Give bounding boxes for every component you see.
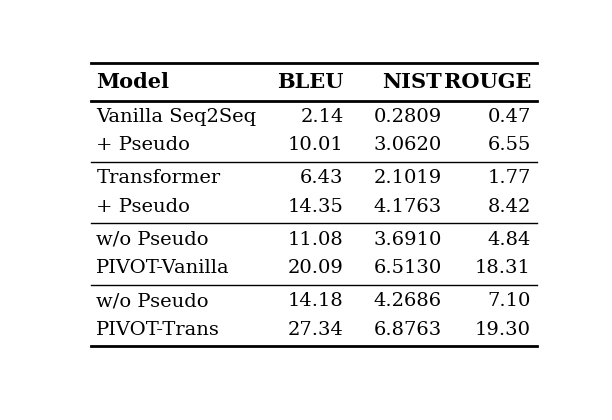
Text: 2.14: 2.14 xyxy=(300,108,343,126)
Text: 27.34: 27.34 xyxy=(288,321,343,339)
Text: 20.09: 20.09 xyxy=(288,260,343,277)
Text: Transformer: Transformer xyxy=(97,169,220,187)
Text: + Pseudo: + Pseudo xyxy=(97,136,190,155)
Text: 14.18: 14.18 xyxy=(288,292,343,310)
Text: 6.5130: 6.5130 xyxy=(373,260,442,277)
Text: 4.1763: 4.1763 xyxy=(373,198,442,216)
Text: 6.8763: 6.8763 xyxy=(373,321,442,339)
Text: 8.42: 8.42 xyxy=(488,198,531,216)
Text: 3.6910: 3.6910 xyxy=(373,231,442,249)
Text: 1.77: 1.77 xyxy=(488,169,531,187)
Text: 10.01: 10.01 xyxy=(288,136,343,155)
Text: PIVOT-Vanilla: PIVOT-Vanilla xyxy=(97,260,230,277)
Text: 6.55: 6.55 xyxy=(488,136,531,155)
Text: 2.1019: 2.1019 xyxy=(373,169,442,187)
Text: Vanilla Seq2Seq: Vanilla Seq2Seq xyxy=(97,108,256,126)
Text: 4.84: 4.84 xyxy=(488,231,531,249)
Text: w/o Pseudo: w/o Pseudo xyxy=(97,292,209,310)
Text: + Pseudo: + Pseudo xyxy=(97,198,190,216)
Text: PIVOT-Trans: PIVOT-Trans xyxy=(97,321,220,339)
Text: BLEU: BLEU xyxy=(277,72,343,92)
Text: 18.31: 18.31 xyxy=(475,260,531,277)
Text: w/o Pseudo: w/o Pseudo xyxy=(97,231,209,249)
Text: NIST: NIST xyxy=(382,72,442,92)
Text: 3.0620: 3.0620 xyxy=(373,136,442,155)
Text: 11.08: 11.08 xyxy=(288,231,343,249)
Text: 0.47: 0.47 xyxy=(488,108,531,126)
Text: 6.43: 6.43 xyxy=(300,169,343,187)
Text: ROUGE: ROUGE xyxy=(444,72,531,92)
Text: 19.30: 19.30 xyxy=(475,321,531,339)
Text: 0.2809: 0.2809 xyxy=(373,108,442,126)
Text: Model: Model xyxy=(97,72,170,92)
Text: 14.35: 14.35 xyxy=(288,198,343,216)
Text: 7.10: 7.10 xyxy=(488,292,531,310)
Text: 4.2686: 4.2686 xyxy=(373,292,442,310)
